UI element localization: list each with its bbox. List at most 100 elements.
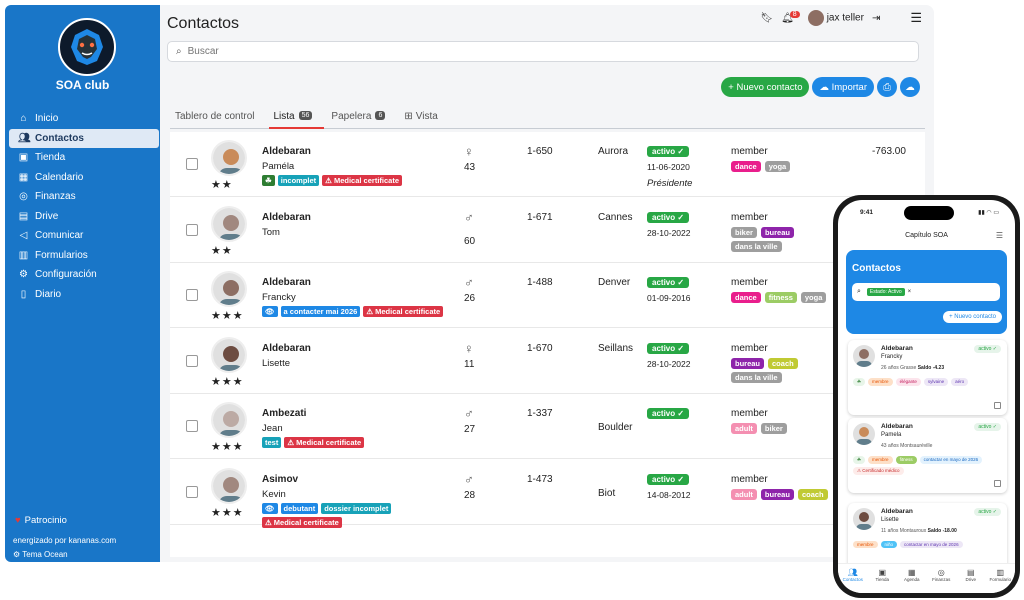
card-tag[interactable]: membre [868, 456, 893, 464]
phone-nav-contactos[interactable]: 👥︎ Contactos [840, 568, 866, 593]
sidebar-item-tienda[interactable]: ▣ Tienda [9, 148, 159, 168]
powered-by[interactable]: energizado por kananas.com [13, 536, 117, 545]
activity-tag[interactable]: dans la ville [731, 240, 782, 252]
activity-tag[interactable]: adult [731, 423, 757, 434]
activity-tag[interactable]: coach [797, 488, 828, 500]
card-tag[interactable]: membre [868, 378, 893, 386]
filter-chip[interactable]: Estado: Activo [866, 288, 905, 296]
new-contact-button[interactable]: + Nuevo contacto [721, 77, 810, 97]
theme-selector[interactable]: ⚙ Tema Ocean [13, 550, 68, 559]
sidebar-item-calendario[interactable]: ▦ Calendario [9, 168, 159, 188]
user-menu[interactable]: jax teller [807, 10, 864, 26]
tag-badge[interactable]: ⚠ Medical certificate [363, 306, 444, 317]
card-tag[interactable]: élégante [895, 378, 921, 386]
contact-last-name[interactable]: Asimov [262, 473, 299, 485]
contact-last-name[interactable]: Aldebaran [262, 146, 311, 157]
contact-last-name[interactable]: Aldebaran [262, 211, 311, 223]
avatar[interactable] [211, 271, 247, 307]
contact-last-name[interactable]: Aldebaran [262, 342, 311, 354]
tag-badge[interactable]: ⚠ Medical certificate [322, 175, 402, 186]
activity-tag[interactable]: bureau [760, 226, 794, 238]
sidebar-item-contactos[interactable]: 👥︎ Contactos [9, 128, 159, 148]
patrocinio-link[interactable]: ♥ Patrocinio [15, 515, 67, 526]
card-tag[interactable]: fitness [895, 456, 917, 464]
tab-papelera[interactable]: Papelera 6 [326, 111, 397, 129]
phone-nav-formulario[interactable]: ▥ Formulario [987, 568, 1013, 593]
phone-nav-agenda[interactable]: ▦ Agenda [899, 568, 925, 593]
tag-badge[interactable]: a contacter mai 2026 [280, 306, 361, 317]
card-tag[interactable]: ☘ [853, 456, 866, 464]
search-input[interactable] [187, 46, 788, 57]
table-row[interactable]: ★★ Aldebaran Tom ♂ 60 1-671 Cannes activo ✓ 28-1… [170, 198, 925, 263]
phone-new-contact-button[interactable]: + Nuevo contacto [943, 311, 1002, 323]
contact-last-name[interactable]: Aldebaran [262, 277, 311, 288]
tag-badge[interactable]: dossier incomplet [321, 502, 392, 514]
tag-badge[interactable]: ⚠ Medical certificate [284, 437, 365, 448]
table-row[interactable]: ★★★ Aldebaran Francky 👁 a contacter mai 2026… [170, 263, 925, 328]
activity-tag[interactable]: yoga [800, 292, 827, 303]
card-tag[interactable]: aéro [951, 378, 969, 386]
card-tag[interactable]: contactar en mayo de 2026 [919, 456, 983, 464]
table-row[interactable]: ★★ Aldebaran Paméla ☘ incomplet ⚠ Medical cer… [170, 132, 925, 197]
row-checkbox[interactable] [186, 485, 198, 498]
sidebar-item-diario[interactable]: ▯ Diario [9, 285, 159, 305]
contact-last-name[interactable]: Ambezati [262, 408, 307, 419]
row-checkbox[interactable] [186, 289, 198, 301]
card-checkbox[interactable] [994, 480, 1001, 487]
card-tag[interactable]: niño [880, 541, 898, 548]
avatar[interactable] [211, 402, 247, 438]
bell-icon[interactable]: 🔔︎ [781, 12, 794, 24]
hamburger-menu-icon[interactable]: ☰ [910, 10, 922, 25]
tag-badge[interactable]: debutant [280, 502, 319, 514]
tag-badge[interactable]: 👁 [262, 502, 278, 514]
phone-menu-icon[interactable]: ☰ [995, 231, 1003, 240]
activity-tag[interactable]: dance [731, 161, 761, 172]
tag-badge[interactable]: ⚠ Medical certificate [262, 516, 342, 528]
clear-filter-icon[interactable]: × [907, 289, 912, 295]
sidebar-item-formularios[interactable]: ▥ Formularios [9, 246, 159, 266]
activity-tag[interactable]: coach [768, 357, 798, 369]
row-checkbox[interactable] [186, 158, 198, 170]
card-tag[interactable]: contactar en mayo de 2026 [900, 541, 963, 548]
card-tag[interactable]: ⚠ Certificado médico [853, 467, 904, 475]
tag-badge[interactable]: 👁 [262, 306, 278, 317]
phone-contact-card[interactable]: Aldebaran Francky 26 años Grasse Saldo -4.… [848, 340, 1007, 415]
import-button[interactable]: ☁ Importar [812, 77, 874, 97]
sidebar-item-comunicar[interactable]: ◁ Comunicar [9, 226, 159, 246]
sidebar-item-drive[interactable]: ▤ Drive [9, 207, 159, 227]
phone-nav-finanzas[interactable]: ◎ Finanzas [928, 568, 954, 593]
activity-tag[interactable]: fitness [764, 292, 797, 303]
sidebar-item-finanzas[interactable]: ◎ Finanzas [9, 187, 159, 207]
table-row[interactable]: ★★★ Ambezati Jean test ⚠ Medical certificate… [170, 394, 925, 459]
avatar[interactable] [211, 140, 247, 176]
avatar[interactable] [211, 336, 247, 373]
phone-nav-drive[interactable]: ▤ Drive [958, 568, 984, 593]
row-checkbox[interactable] [186, 420, 198, 432]
activity-tag[interactable]: bureau [731, 357, 765, 369]
row-checkbox[interactable] [186, 354, 198, 367]
tab-vista[interactable]: ⊞ Vista [399, 111, 449, 129]
card-tag[interactable]: ☘ [853, 378, 866, 386]
sidebar-item-configuración[interactable]: ⚙ Configuración [9, 265, 159, 285]
activity-tag[interactable]: bureau [760, 488, 794, 500]
bookmark-icon[interactable]: 🔖︎ [760, 12, 774, 24]
activity-tag[interactable]: dance [731, 292, 761, 303]
card-tag[interactable]: membre [853, 541, 878, 548]
activity-tag[interactable]: adult [731, 488, 757, 500]
print-button[interactable]: ⎙ [877, 77, 897, 97]
avatar[interactable] [211, 205, 247, 242]
tag-badge[interactable]: incomplet [277, 175, 320, 186]
activity-tag[interactable]: yoga [764, 161, 791, 172]
tag-badge[interactable]: test [262, 437, 282, 448]
table-row[interactable]: ★★★ Aldebaran Lisette ♀ 11 1-670 Seillans activ… [170, 329, 925, 394]
activity-tag[interactable]: biker [760, 423, 787, 434]
phone-nav-tienda[interactable]: ▣ Tienda [869, 568, 895, 593]
download-button[interactable]: ☁ [900, 77, 920, 97]
tab-tablero-de-control[interactable]: Tablero de control [170, 111, 267, 129]
card-tag[interactable]: sylvaine [923, 378, 949, 386]
phone-contact-card[interactable]: Aldebaran Pamela 43 años Montsauréville act… [848, 418, 1007, 493]
phone-search[interactable]: ⌕ Estado: Activo × [852, 283, 1000, 301]
logout-icon[interactable]: ⇥ [871, 12, 881, 24]
activity-tag[interactable]: biker [731, 226, 757, 238]
tag-badge[interactable]: ☘ [262, 175, 275, 186]
